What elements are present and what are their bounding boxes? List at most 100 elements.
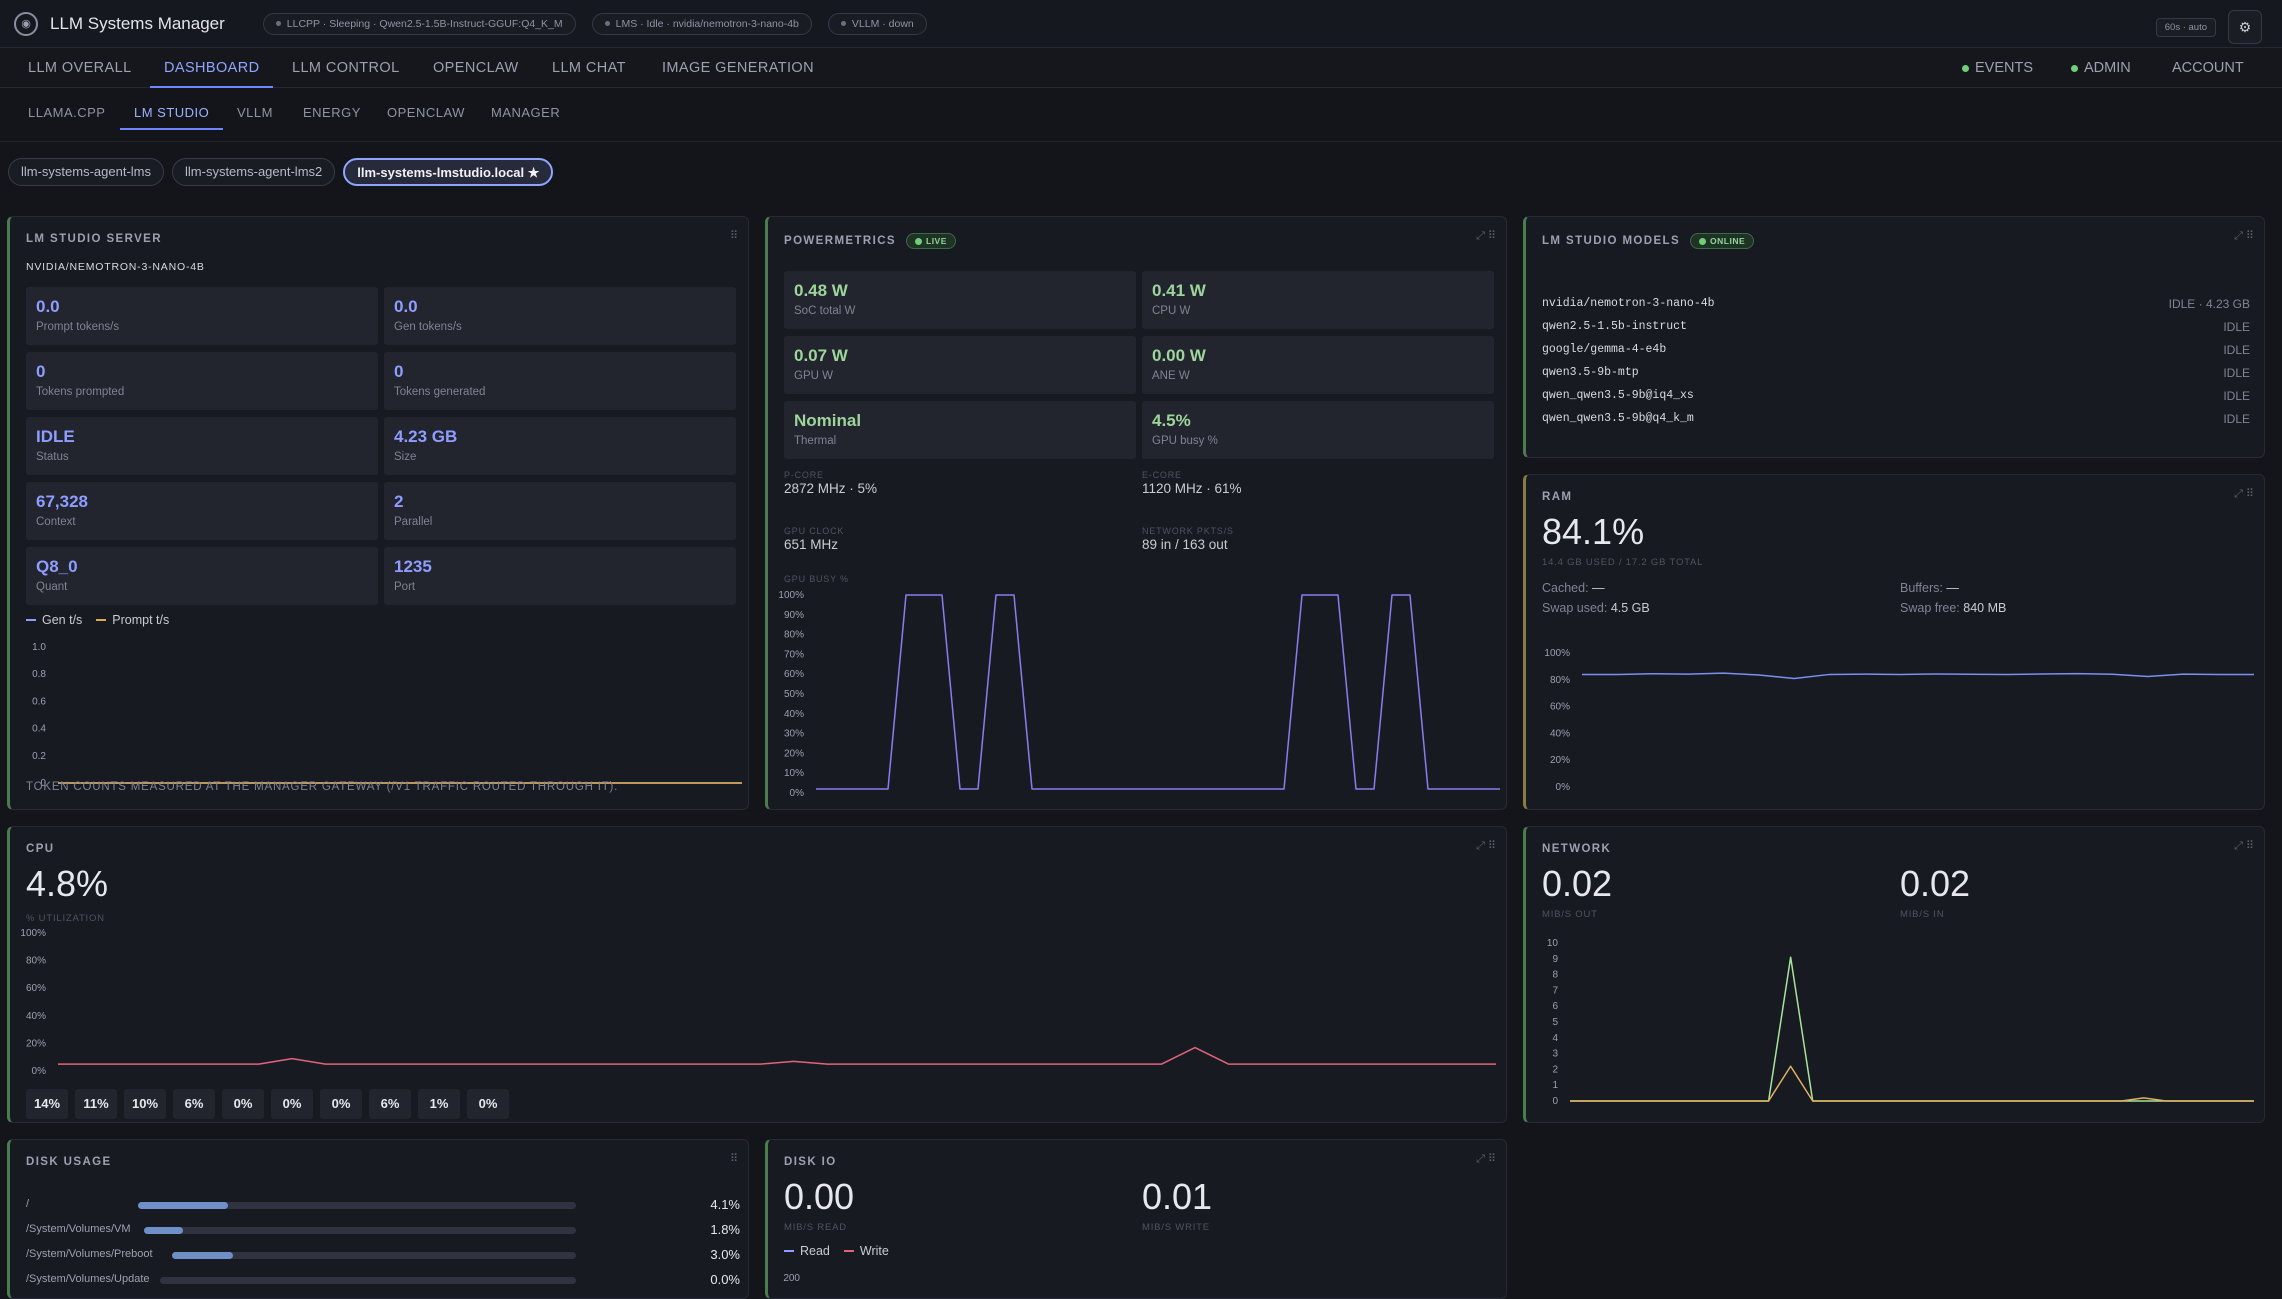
y-tick-label: 0% [1556, 782, 1571, 793]
core-usage-chip: 14% [26, 1089, 68, 1119]
disk-usage-panel: DISK USAGE ⠿ / 4.1% /System/Volumes/VM 1.8%… [7, 1139, 749, 1299]
ram-cached: Cached: — [1542, 581, 1605, 595]
stat-value: 0.0 [36, 297, 60, 316]
tab-llm-control[interactable]: LLM CONTROL [292, 60, 400, 76]
subtab-llama-cpp[interactable]: LLAMA.CPP [28, 105, 106, 120]
host-chip-active[interactable]: llm-systems-lmstudio.local ★ [343, 158, 554, 186]
disk-usage-fill [138, 1202, 228, 1209]
drag-handle-icon[interactable]: ⠿ [729, 1153, 738, 1165]
model-status: IDLE · 4.23 GB [2168, 297, 2250, 311]
model-name: qwen3.5-9b-mtp [1542, 366, 1639, 379]
subtab-energy[interactable]: ENERGY [303, 105, 361, 120]
admin-link[interactable]: ADMIN [2071, 48, 2131, 88]
subtab-manager[interactable]: MANAGER [491, 105, 561, 120]
series-line [1570, 956, 2254, 1102]
drag-handle-icon[interactable]: ⤢ ⠿ [2234, 840, 2254, 852]
pcore-label: P-CORE [784, 470, 824, 480]
model-name: qwen_qwen3.5-9b@q4_k_m [1542, 412, 1694, 425]
host-chip[interactable]: llm-systems-agent-lms [8, 158, 165, 186]
settings-button[interactable]: ⚙ [2228, 10, 2262, 44]
drag-handle-icon[interactable]: ⤢ ⠿ [1476, 840, 1496, 852]
events-link[interactable]: EVENTS [1962, 48, 2033, 88]
stat-tile: 2 Parallel [384, 482, 736, 540]
tab-image-generation[interactable]: IMAGE GENERATION [662, 60, 814, 76]
disk-read-value: 0.00 [784, 1176, 855, 1217]
stat-value: 0.41 W [1152, 281, 1206, 300]
events-label: EVENTS [1975, 60, 2034, 76]
y-tick-label: 60% [1550, 702, 1570, 713]
tab-llm-overall[interactable]: LLM OVERALL [28, 60, 132, 76]
panel-title-text: LM STUDIO MODELS [1542, 235, 1681, 247]
subtab-vllm[interactable]: VLLM [237, 105, 273, 120]
model-row[interactable]: qwen_qwen3.5-9b@q4_k_m IDLE [1542, 412, 2250, 426]
legend-prompt: Prompt t/s [96, 613, 169, 627]
drag-handle-icon[interactable]: ⠿ [729, 230, 738, 242]
refresh-badge[interactable]: 60s · auto [2155, 17, 2216, 37]
legend-write: Write [843, 1244, 889, 1258]
core-usage-chip: 1% [418, 1089, 460, 1119]
stat-label: CPU W [1152, 305, 1191, 317]
y-tick-label: 80% [26, 956, 46, 967]
disk-usage-bar [172, 1252, 576, 1259]
y-tick-label: 2 [1552, 1064, 1558, 1075]
y-tick-label: 20% [26, 1038, 46, 1049]
y-tick-label: 60% [26, 983, 46, 994]
y-tick-label: 0.2 [32, 751, 46, 762]
status-pill-lms[interactable]: LMS · Idle · nvidia/nemotron-3-nano-4b [591, 12, 812, 35]
subtab-lm-studio[interactable]: LM STUDIO [120, 88, 224, 130]
y-tick-label: 40% [1550, 728, 1570, 739]
status-pill-label: LMS · Idle · nvidia/nemotron-3-nano-4b [615, 17, 799, 30]
online-badge: ONLINE [1690, 233, 1755, 249]
stat-value: 0.48 W [794, 281, 848, 300]
model-name: NVIDIA/NEMOTRON-3-NANO-4B [26, 261, 205, 273]
tab-dashboard[interactable]: DASHBOARD [150, 48, 274, 88]
model-row[interactable]: qwen3.5-9b-mtp IDLE [1542, 366, 2250, 380]
disk-row: /System/Volumes/VM 1.8% [26, 1221, 740, 1239]
model-row[interactable]: qwen2.5-1.5b-instruct IDLE [1542, 320, 2250, 334]
status-pill-vllm[interactable]: VLLM · down [827, 12, 927, 35]
panel-title: LM STUDIO SERVER [26, 233, 162, 245]
model-row[interactable]: qwen_qwen3.5-9b@iq4_xs IDLE [1542, 389, 2250, 403]
stat-label: GPU W [794, 370, 833, 382]
stat-value: IDLE [36, 427, 75, 446]
tab-llm-chat[interactable]: LLM CHAT [552, 60, 626, 76]
model-name: qwen2.5-1.5b-instruct [1542, 320, 1687, 333]
y-tick-label: 80% [1550, 675, 1570, 686]
status-pill-llcpp[interactable]: LLCPP · Sleeping · Qwen2.5-1.5B-Instruct… [262, 12, 576, 35]
drag-handle-icon[interactable]: ⤢ ⠿ [1476, 1153, 1496, 1165]
account-link[interactable]: ACCOUNT [2172, 60, 2244, 76]
model-name: qwen_qwen3.5-9b@iq4_xs [1542, 389, 1694, 402]
y-tick-label: 3 [1552, 1049, 1558, 1060]
network-out-value: 0.02 [1542, 863, 1613, 904]
host-chip[interactable]: llm-systems-agent-lms2 [172, 158, 336, 186]
model-row[interactable]: google/gemma-4-e4b IDLE [1542, 343, 2250, 357]
admin-label: ADMIN [2084, 60, 2131, 76]
brain-icon: ◉ [14, 11, 38, 36]
drag-handle-icon[interactable]: ⤢ ⠿ [1476, 230, 1496, 242]
panel-title: CPU [26, 843, 55, 855]
panel-title: POWERMETRICS LIVE [784, 233, 956, 249]
stat-value: Q8_0 [36, 557, 78, 576]
gpu-busy-chart: 100% 90% 80% 70% 60% 50% 40% 30% 20% 10% 0% [778, 590, 1500, 799]
legend-read: Read [784, 1244, 830, 1258]
chart-legend: Gen t/s Prompt t/s [26, 613, 169, 627]
ram-panel: RAM ⤢ ⠿ 84.1% 14.4 GB USED / 17.2 GB TOT… [1523, 474, 2265, 810]
drag-handle-icon[interactable]: ⤢ ⠿ [2234, 230, 2254, 242]
stat-value: 4.23 GB [394, 427, 458, 446]
ram-value: 84.1% [1542, 511, 1645, 552]
series-line [1582, 672, 2254, 680]
swap-free: Swap free: 840 MB [1900, 601, 2007, 615]
status-pill-label: LLCPP · Sleeping · Qwen2.5-1.5B-Instruct… [286, 17, 563, 30]
stat-label: Size [394, 451, 417, 463]
ram-buffers: Buffers: — [1900, 581, 1959, 595]
stat-label: Prompt tokens/s [36, 321, 120, 333]
disk-row: / 4.1% [26, 1196, 740, 1214]
y-tick-label: 1 [1552, 1080, 1558, 1091]
disk-write-caption: MIB/S WRITE [1142, 1222, 1210, 1233]
stat-tile: 0.0 Prompt tokens/s [26, 287, 378, 345]
app-title: LLM Systems Manager [50, 13, 225, 33]
model-row[interactable]: nvidia/nemotron-3-nano-4b IDLE · 4.23 GB [1542, 297, 2250, 311]
subtab-openclaw[interactable]: OPENCLAW [387, 105, 465, 120]
drag-handle-icon[interactable]: ⤢ ⠿ [2234, 488, 2254, 500]
tab-openclaw[interactable]: OPENCLAW [433, 60, 519, 76]
